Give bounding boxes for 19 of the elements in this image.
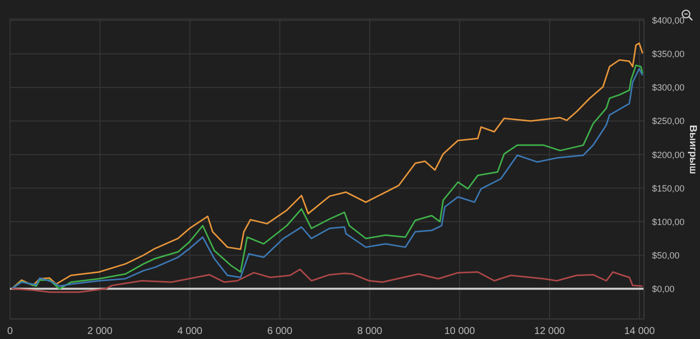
y-tick-label: $100,00 — [652, 216, 685, 227]
x-tick-label: 4 000 — [177, 326, 203, 338]
x-tick-label: 12 000 — [534, 326, 566, 338]
y-tick-label: $250,00 — [652, 116, 685, 126]
x-tick-label: 2 000 — [87, 326, 113, 338]
y-tick-label: $350,00 — [652, 49, 685, 60]
y-axis-title: Выигрыш — [686, 125, 698, 174]
y-tick-label: $50,00 — [652, 250, 680, 260]
x-tick-label: 6 000 — [267, 326, 293, 338]
y-tick-label: $300,00 — [652, 82, 685, 93]
line-series — [10, 268, 644, 293]
y-tick-label: $150,00 — [652, 183, 685, 194]
y-tick-label: $400,00 — [652, 16, 685, 26]
y-tick-label: $200,00 — [652, 150, 685, 160]
x-tick-label: 10 000 — [444, 326, 476, 338]
y-tick-label: $0,00 — [652, 284, 675, 294]
x-tick-label: 8 000 — [357, 326, 383, 338]
x-tick-label: 14 000 — [624, 326, 656, 338]
x-tick-label: 0 — [7, 326, 14, 338]
